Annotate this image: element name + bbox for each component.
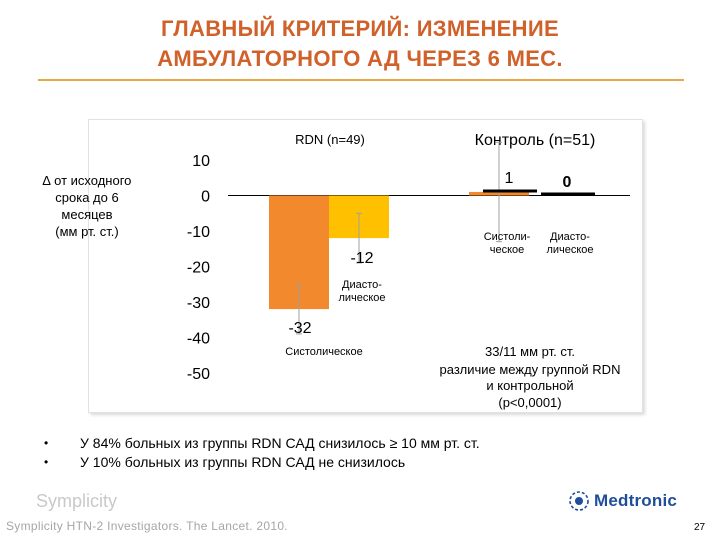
y-tick-label: -50 [187,366,210,383]
data-label: 1 [505,170,514,187]
medtronic-logo: Medtronic [568,490,677,512]
citation-footer: Symplicity HTN-2 Investigators. The Lanc… [6,519,288,533]
group-header-control: Контроль (n=51) [475,132,596,149]
logo-wordmark: Medtronic [594,491,678,510]
difference-annotation-line: 33/11 мм рт. ст. [485,344,575,359]
bar-category-label: Систоли- [484,231,531,243]
y-tick-label: 0 [201,189,210,206]
y-axis-label-line: месяцев [61,207,113,222]
y-axis-label-line: срока до 6 [55,190,119,205]
difference-annotation-line: (p<0,0001) [498,395,561,410]
bullet-text: У 84% больных из группы RDN САД снизилос… [80,435,480,451]
y-tick-label: 10 [192,153,210,170]
y-tick-label: -10 [187,224,210,241]
medtronic-emblem-icon [569,491,589,511]
data-label: 0 [563,174,572,191]
title-divider [38,79,684,81]
y-tick-label: -30 [187,295,210,312]
y-axis-label-line: (мм рт. ст.) [55,224,119,239]
chart-frame [88,119,643,413]
bullet-text: У 10% больных из группы RDN САД не снизи… [80,454,406,470]
bullet-list: • У 84% больных из группы RDN САД снизил… [44,434,480,472]
y-axis-label: ∆ от исходного срока до 6 месяцев (мм рт… [20,172,154,240]
bar-category-label: лическое [546,244,593,256]
bar-category-label: Диасто- [342,279,382,291]
bar-category-label: Диасто- [550,231,590,243]
brand-text: Symplicity [36,491,118,511]
difference-annotation-line: и контрольной [486,378,573,393]
y-tick-label: -40 [187,331,210,348]
bar-category-label: лическое [338,292,385,304]
bar-category-label: Систолическое [285,346,362,358]
bullet-item: • У 10% больных из группы RDN САД не сни… [44,453,480,472]
page-number: 27 [694,522,706,533]
bullet-item: • У 84% больных из группы RDN САД снизил… [44,434,480,453]
group-header-rdn: RDN (n=49) [295,132,365,147]
bar-category-label: ческое [490,244,525,256]
bullet-marker: • [44,455,49,469]
slide-title-line2: АМБУЛАТОРНОГО АД ЧЕРЕЗ 6 МЕС. [157,46,563,71]
data-label: -32 [288,320,311,337]
slide-title-line1: ГЛАВНЫЙ КРИТЕРИЙ: ИЗМЕНЕНИЕ [161,16,559,41]
y-axis-label-line: ∆ от исходного [42,173,132,188]
data-label: -12 [350,250,373,267]
difference-annotation-line: различие между группой RDN [440,362,621,377]
y-tick-label: -20 [187,260,210,277]
bullet-marker: • [44,436,49,450]
